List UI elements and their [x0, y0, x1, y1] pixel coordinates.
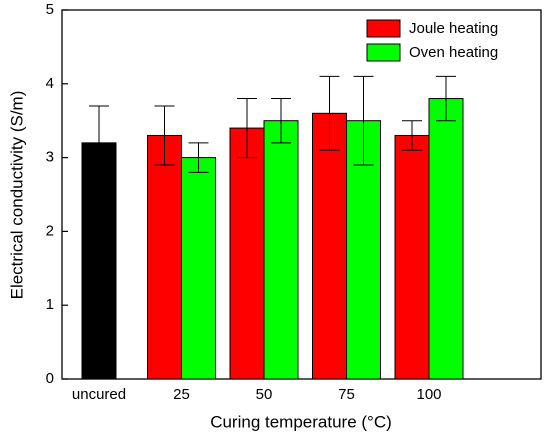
bar: [229, 127, 265, 380]
x-axis-title: Curing temperature (°C): [210, 412, 392, 431]
legend-swatch: [366, 43, 401, 62]
bar: [181, 157, 216, 380]
error-bar: [402, 120, 422, 151]
legend-swatch: [366, 19, 401, 38]
y-tick-label: 2: [46, 222, 54, 239]
bar: [428, 98, 464, 380]
y-tick-label: 1: [46, 296, 54, 313]
x-tick-label: 100: [416, 386, 441, 403]
error-bar: [319, 75, 340, 151]
y-tick-label: 5: [46, 1, 54, 18]
x-tick-label: 75: [338, 386, 355, 403]
error-bar: [436, 75, 456, 122]
error-bar: [188, 142, 209, 173]
x-tick-label: uncured: [72, 386, 126, 403]
legend-label: Oven heating: [409, 44, 498, 61]
plot-frame: [61, 9, 542, 380]
bar: [394, 134, 430, 380]
bar: [81, 142, 117, 380]
error-bar: [89, 105, 109, 181]
y-axis-title: Electrical conductivity (S/m): [7, 91, 26, 300]
bar: [263, 120, 299, 380]
error-bar: [154, 105, 175, 166]
y-tick-label: 3: [46, 149, 54, 166]
error-bar: [271, 98, 291, 144]
x-tick-label: 50: [256, 386, 273, 403]
y-tick-label: 0: [46, 370, 54, 387]
error-bar: [237, 98, 257, 159]
x-tick-label: 25: [173, 386, 190, 403]
bar: [147, 134, 182, 380]
bar: [312, 112, 347, 380]
error-bar: [353, 75, 374, 166]
legend-label: Joule heating: [409, 20, 498, 37]
y-tick-label: 4: [46, 75, 54, 92]
